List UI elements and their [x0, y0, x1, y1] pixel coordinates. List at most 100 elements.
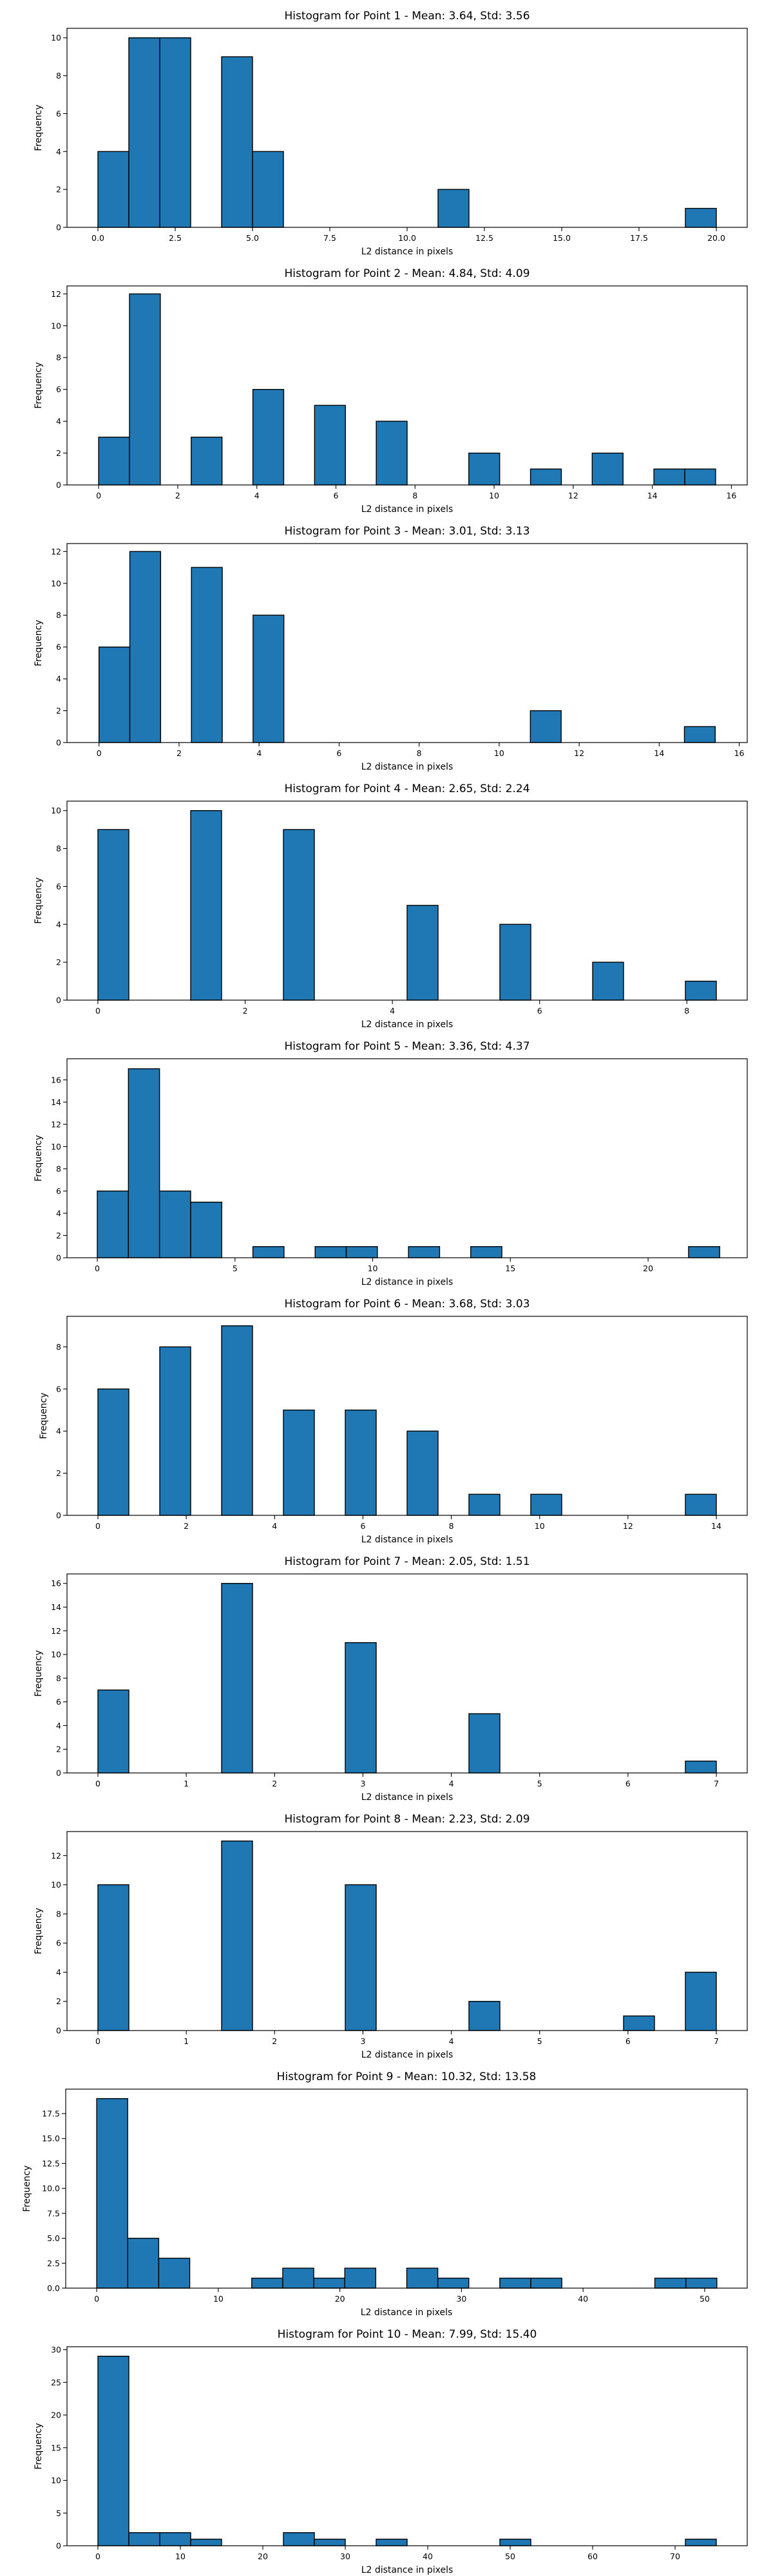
- histogram-bar-1: [97, 1388, 129, 1516]
- histogram-bar-11: [684, 468, 716, 486]
- y-tick-label: 0.0: [47, 2284, 60, 2293]
- x-tick-label: 15.0: [553, 233, 571, 243]
- histogram-bar-7: [468, 1493, 501, 1516]
- histogram-bar-6: [683, 726, 716, 743]
- histogram-bar-8: [499, 2539, 531, 2546]
- histogram-bar-7: [685, 980, 717, 1001]
- x-axis-ticks: 0 2 4 6 8 10 12 14: [95, 1515, 721, 1531]
- y-tick-label: 0: [56, 2026, 61, 2036]
- histogram-bar-2: [128, 37, 160, 228]
- y-axis-ticks: 0 2 4 6 8 10 12 14 16: [51, 1578, 67, 1778]
- chart-title: Histogram for Point 3 - Mean: 3.01, Std:…: [284, 525, 530, 538]
- x-tick-label: 50: [505, 2552, 515, 2561]
- histogram-bar-5: [283, 2532, 315, 2546]
- x-tick-label: 8: [417, 748, 422, 758]
- y-tick-label: 8: [56, 611, 61, 620]
- y-axis-label: Frequency: [33, 362, 44, 408]
- y-tick-label: 12: [51, 1119, 61, 1129]
- x-tick-label: 5: [537, 2036, 542, 2046]
- x-tick-label: 70: [670, 2552, 680, 2561]
- histogram-bar-4: [468, 2001, 501, 2031]
- y-axis-label: Frequency: [33, 1135, 44, 1181]
- y-tick-label: 5.0: [47, 2233, 60, 2243]
- y-tick-label: 6: [56, 109, 61, 118]
- histogram-bar-5: [623, 2015, 655, 2031]
- histogram-panel-6: Histogram for Point 6 - Mean: 3.68, Std:…: [39, 1298, 748, 1545]
- y-axis-ticks: 0 2 4 6 8 10 12: [51, 547, 67, 748]
- histogram-panel-1: Histogram for Point 1 - Mean: 3.64, Std:…: [33, 10, 748, 257]
- histogram-bar-6: [685, 1971, 717, 2031]
- x-axis-ticks: 0 1 2 3 4 5 6 7: [95, 1773, 719, 1788]
- x-tick-label: 30: [340, 2552, 350, 2561]
- x-tick-label: 0: [96, 491, 101, 500]
- histogram-panel-8: Histogram for Point 8 - Mean: 2.23, Std:…: [33, 1813, 748, 2060]
- chart-title: Histogram for Point 9 - Mean: 10.32, Std…: [277, 2070, 537, 2083]
- histogram-bar-1: [98, 437, 130, 486]
- x-tick-label: 0: [95, 1264, 100, 1273]
- histogram-bars: [97, 810, 717, 1001]
- y-tick-label: 16: [51, 1075, 61, 1084]
- histogram-bar-9: [591, 452, 624, 486]
- histogram-bar-13: [685, 2277, 718, 2289]
- histogram-bars: [97, 1841, 717, 2031]
- x-tick-label: 6: [336, 748, 341, 758]
- y-tick-label: 2.5: [47, 2259, 60, 2268]
- histogram-bar-5: [499, 923, 531, 1001]
- histogram-bar-2: [159, 1346, 191, 1516]
- x-tick-label: 14: [647, 491, 658, 500]
- histogram-bar-3: [283, 829, 315, 1001]
- x-axis-label: L2 distance in pixels: [361, 1792, 453, 1803]
- y-tick-label: 4: [56, 1208, 61, 1218]
- x-axis-ticks: 0 2 4 6 8: [95, 1000, 689, 1016]
- y-tick-label: 12: [51, 547, 61, 556]
- y-axis-label: Frequency: [33, 620, 44, 666]
- histogram-panel-4: Histogram for Point 4 - Mean: 2.65, Std:…: [33, 782, 748, 1030]
- x-tick-label: 0: [95, 1521, 100, 1531]
- y-tick-label: 0: [56, 1511, 61, 1520]
- x-tick-label: 4: [256, 748, 262, 758]
- x-tick-label: 2.5: [169, 233, 182, 243]
- x-tick-label: 0: [94, 2294, 99, 2304]
- histogram-bar-3: [191, 567, 223, 743]
- x-tick-label: 0: [95, 1779, 100, 1788]
- histogram-bars: [98, 551, 716, 743]
- x-tick-label: 10: [213, 2294, 224, 2304]
- x-tick-label: 60: [587, 2552, 598, 2561]
- histogram-bar-6: [314, 1246, 347, 1258]
- chart-title: Histogram for Point 10 - Mean: 7.99, Std…: [278, 2328, 537, 2341]
- histogram-panel-3: Histogram for Point 3 - Mean: 3.01, Std:…: [33, 525, 748, 772]
- y-tick-label: 16: [51, 1578, 61, 1588]
- histogram-bar-8: [530, 1493, 562, 1516]
- histogram-bar-4: [221, 56, 253, 228]
- y-axis-label: Frequency: [33, 1908, 44, 1954]
- y-tick-label: 14: [51, 1602, 61, 1612]
- y-tick-label: 4: [56, 1721, 61, 1730]
- y-tick-label: 10: [51, 321, 61, 330]
- y-tick-label: 6: [56, 1384, 61, 1394]
- y-tick-label: 4: [56, 1967, 61, 1977]
- y-tick-label: 15: [51, 2443, 61, 2452]
- x-tick-label: 4: [449, 1779, 454, 1788]
- y-axis-ticks: 0 2 4 6 8: [56, 1342, 67, 1520]
- x-tick-label: 5.0: [246, 233, 259, 243]
- axes-frame: [66, 543, 748, 743]
- y-tick-label: 12: [51, 1851, 61, 1861]
- y-tick-label: 2: [56, 1745, 61, 1754]
- chart-title: Histogram for Point 4 - Mean: 2.65, Std:…: [284, 782, 530, 795]
- x-tick-label: 10: [175, 2552, 186, 2561]
- histogram-bar-8: [408, 1246, 441, 1258]
- x-tick-label: 2: [272, 2036, 277, 2046]
- histogram-bar-10: [653, 468, 685, 486]
- histogram-bar-5: [685, 1760, 717, 1774]
- histogram-bar-6: [437, 189, 470, 228]
- y-axis-ticks: 0 2 4 6 8 10 12: [51, 289, 67, 490]
- histogram-bar-5: [530, 710, 562, 743]
- chart-title: Histogram for Point 2 - Mean: 4.84, Std:…: [284, 267, 530, 280]
- y-tick-label: 8: [56, 1673, 61, 1683]
- x-tick-label: 10: [535, 1521, 545, 1531]
- histogram-panel-10: Histogram for Point 10 - Mean: 7.99, Std…: [33, 2328, 748, 2575]
- x-tick-label: 17.5: [630, 233, 648, 243]
- x-tick-label: 6: [537, 1006, 542, 1016]
- histogram-bar-2: [129, 551, 162, 743]
- x-axis-ticks: 0 1 2 3 4 5 6 7: [95, 2031, 719, 2046]
